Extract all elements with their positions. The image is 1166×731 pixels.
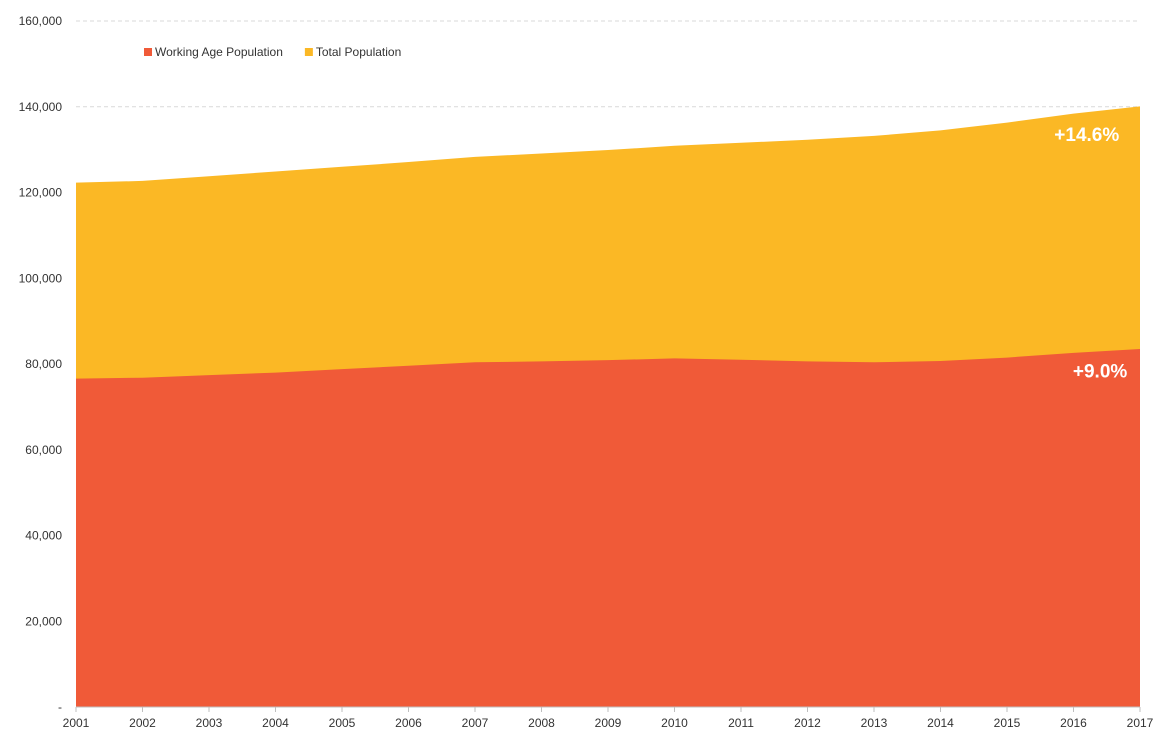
legend-swatch-total-population <box>304 48 313 56</box>
y-tick-label-0: - <box>58 700 62 714</box>
x-tick-label-2003: 2003 <box>196 716 223 730</box>
x-tick-label-2004: 2004 <box>262 716 289 730</box>
x-tick-label-2017: 2017 <box>1127 716 1154 730</box>
y-axis-tick-labels: - 20,000 40,000 60,000 80,000 100,000 120,000 1… <box>19 14 63 714</box>
x-tick-label-2008: 2008 <box>528 716 555 730</box>
legend-swatch-working-age-population <box>144 48 152 56</box>
y-tick-label-140000: 140,000 <box>19 100 63 114</box>
x-tick-label-2001: 2001 <box>63 716 90 730</box>
annotation-total-population: +14.6% <box>1054 125 1119 146</box>
area-working-age-population <box>76 348 1140 707</box>
x-tick-label-2002: 2002 <box>129 716 156 730</box>
x-tick-label-2005: 2005 <box>329 716 356 730</box>
legend: Working Age Population Total Population <box>144 45 401 59</box>
x-tick-label-2016: 2016 <box>1060 716 1087 730</box>
x-axis-tick-labels: 2001 2002 2003 2004 2005 2006 2007 2008 2009 2010… <box>63 716 1154 730</box>
legend-label-total-population: Total Population <box>316 45 401 59</box>
y-tick-label-80000: 80,000 <box>25 357 62 371</box>
x-tick-label-2015: 2015 <box>994 716 1021 730</box>
x-tick-label-2011: 2011 <box>728 716 754 730</box>
y-tick-label-120000: 120,000 <box>19 186 63 200</box>
legend-label-working-age-population: Working Age Population <box>155 45 283 59</box>
x-tick-label-2010: 2010 <box>661 716 688 730</box>
annotations: +14.6% +9.0% <box>1054 125 1127 383</box>
x-tick-label-2012: 2012 <box>794 716 821 730</box>
x-tick-label-2013: 2013 <box>861 716 888 730</box>
annotation-working-age-population: +9.0% <box>1073 362 1128 383</box>
axes <box>75 706 1141 712</box>
x-tick-label-2007: 2007 <box>462 716 489 730</box>
x-tick-label-2006: 2006 <box>395 716 422 730</box>
y-tick-label-160000: 160,000 <box>19 14 63 28</box>
y-tick-label-20000: 20,000 <box>25 614 62 628</box>
x-tick-label-2014: 2014 <box>927 716 954 730</box>
y-tick-label-100000: 100,000 <box>19 271 63 285</box>
x-tick-label-2009: 2009 <box>595 716 622 730</box>
y-tick-label-60000: 60,000 <box>25 443 62 457</box>
y-tick-label-40000: 40,000 <box>25 529 62 543</box>
area-series <box>76 106 1140 708</box>
